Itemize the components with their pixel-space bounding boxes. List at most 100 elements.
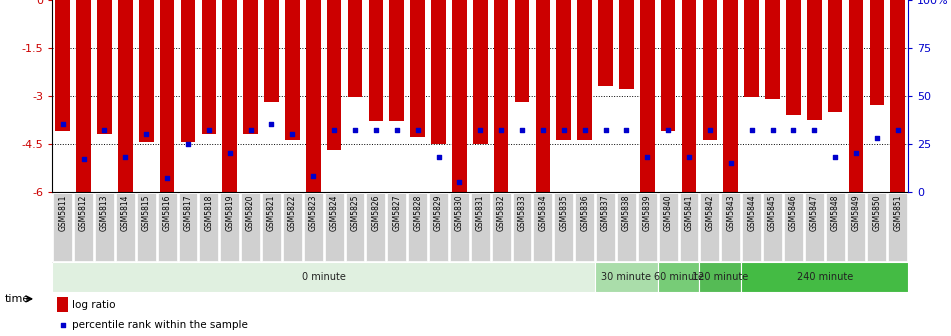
- Text: GSM5843: GSM5843: [727, 194, 735, 231]
- Point: [806, 128, 822, 133]
- FancyBboxPatch shape: [408, 193, 427, 261]
- Point: [473, 128, 488, 133]
- Point: [494, 128, 509, 133]
- Point: [682, 154, 697, 160]
- FancyBboxPatch shape: [74, 193, 93, 261]
- Point: [702, 128, 717, 133]
- Bar: [556, 0, 571, 140]
- Text: GSM5827: GSM5827: [392, 194, 401, 231]
- FancyBboxPatch shape: [200, 193, 219, 261]
- Text: GSM5851: GSM5851: [893, 194, 902, 231]
- Point: [139, 131, 154, 137]
- FancyBboxPatch shape: [387, 193, 406, 261]
- Bar: [306, 0, 320, 192]
- Point: [514, 128, 530, 133]
- Text: GSM5830: GSM5830: [455, 194, 464, 231]
- Point: [431, 154, 446, 160]
- Text: 30 minute: 30 minute: [601, 272, 651, 282]
- Point: [284, 131, 300, 137]
- FancyBboxPatch shape: [158, 193, 177, 261]
- Point: [368, 128, 383, 133]
- FancyBboxPatch shape: [846, 193, 865, 261]
- Point: [744, 128, 759, 133]
- Point: [55, 122, 70, 127]
- Bar: [52, 262, 595, 292]
- Text: 120 minute: 120 minute: [692, 272, 748, 282]
- FancyBboxPatch shape: [471, 193, 490, 261]
- FancyBboxPatch shape: [701, 193, 719, 261]
- Text: GSM5838: GSM5838: [622, 194, 631, 231]
- Point: [640, 154, 655, 160]
- FancyBboxPatch shape: [680, 193, 698, 261]
- Bar: [139, 0, 153, 142]
- Text: GSM5840: GSM5840: [664, 194, 672, 231]
- Bar: [410, 0, 425, 137]
- Point: [786, 128, 801, 133]
- Text: GSM5814: GSM5814: [121, 194, 130, 231]
- Point: [598, 128, 613, 133]
- Text: GSM5850: GSM5850: [872, 194, 882, 231]
- Text: GSM5812: GSM5812: [79, 194, 88, 231]
- Point: [305, 173, 320, 179]
- FancyBboxPatch shape: [116, 193, 135, 261]
- Text: log ratio: log ratio: [72, 300, 116, 309]
- FancyBboxPatch shape: [304, 193, 322, 261]
- FancyBboxPatch shape: [659, 193, 677, 261]
- Bar: [890, 0, 905, 192]
- FancyBboxPatch shape: [867, 193, 886, 261]
- Text: GSM5849: GSM5849: [851, 194, 861, 231]
- Text: GSM5826: GSM5826: [372, 194, 380, 231]
- Point: [202, 128, 217, 133]
- FancyBboxPatch shape: [784, 193, 803, 261]
- Bar: [494, 0, 509, 192]
- Text: GSM5831: GSM5831: [476, 194, 485, 231]
- Text: GSM5836: GSM5836: [580, 194, 589, 231]
- Bar: [223, 0, 237, 192]
- Bar: [431, 0, 446, 144]
- Point: [263, 122, 279, 127]
- Point: [181, 141, 196, 146]
- Bar: [181, 0, 195, 142]
- Bar: [766, 0, 780, 99]
- Text: GSM5835: GSM5835: [559, 194, 569, 231]
- Bar: [535, 0, 551, 192]
- Bar: [745, 0, 759, 97]
- Text: GSM5848: GSM5848: [830, 194, 840, 231]
- Point: [410, 128, 425, 133]
- Point: [890, 128, 905, 133]
- Text: GSM5846: GSM5846: [789, 194, 798, 231]
- FancyBboxPatch shape: [492, 193, 511, 261]
- FancyBboxPatch shape: [805, 193, 824, 261]
- FancyBboxPatch shape: [53, 193, 72, 261]
- Bar: [741, 262, 908, 292]
- Bar: [369, 0, 383, 121]
- FancyBboxPatch shape: [575, 193, 594, 261]
- Point: [160, 175, 175, 181]
- Bar: [699, 262, 741, 292]
- Point: [347, 128, 362, 133]
- FancyBboxPatch shape: [429, 193, 448, 261]
- Bar: [390, 0, 404, 121]
- Bar: [640, 0, 654, 192]
- FancyBboxPatch shape: [742, 193, 761, 261]
- Text: GSM5825: GSM5825: [351, 194, 359, 231]
- Text: GSM5811: GSM5811: [58, 194, 68, 231]
- FancyBboxPatch shape: [345, 193, 364, 261]
- Text: GSM5823: GSM5823: [309, 194, 318, 231]
- FancyBboxPatch shape: [722, 193, 740, 261]
- Text: GSM5819: GSM5819: [225, 194, 234, 231]
- Point: [535, 128, 551, 133]
- Text: GSM5842: GSM5842: [706, 194, 714, 231]
- Point: [848, 151, 864, 156]
- Bar: [786, 0, 801, 115]
- Text: GSM5844: GSM5844: [747, 194, 756, 231]
- Text: 60 minute: 60 minute: [653, 272, 704, 282]
- Point: [452, 179, 467, 185]
- Text: GSM5816: GSM5816: [163, 194, 171, 231]
- Text: GSM5834: GSM5834: [538, 194, 548, 231]
- Bar: [160, 0, 174, 192]
- Text: GSM5818: GSM5818: [204, 194, 213, 231]
- FancyBboxPatch shape: [450, 193, 469, 261]
- Bar: [807, 0, 822, 120]
- Text: GSM5813: GSM5813: [100, 194, 109, 231]
